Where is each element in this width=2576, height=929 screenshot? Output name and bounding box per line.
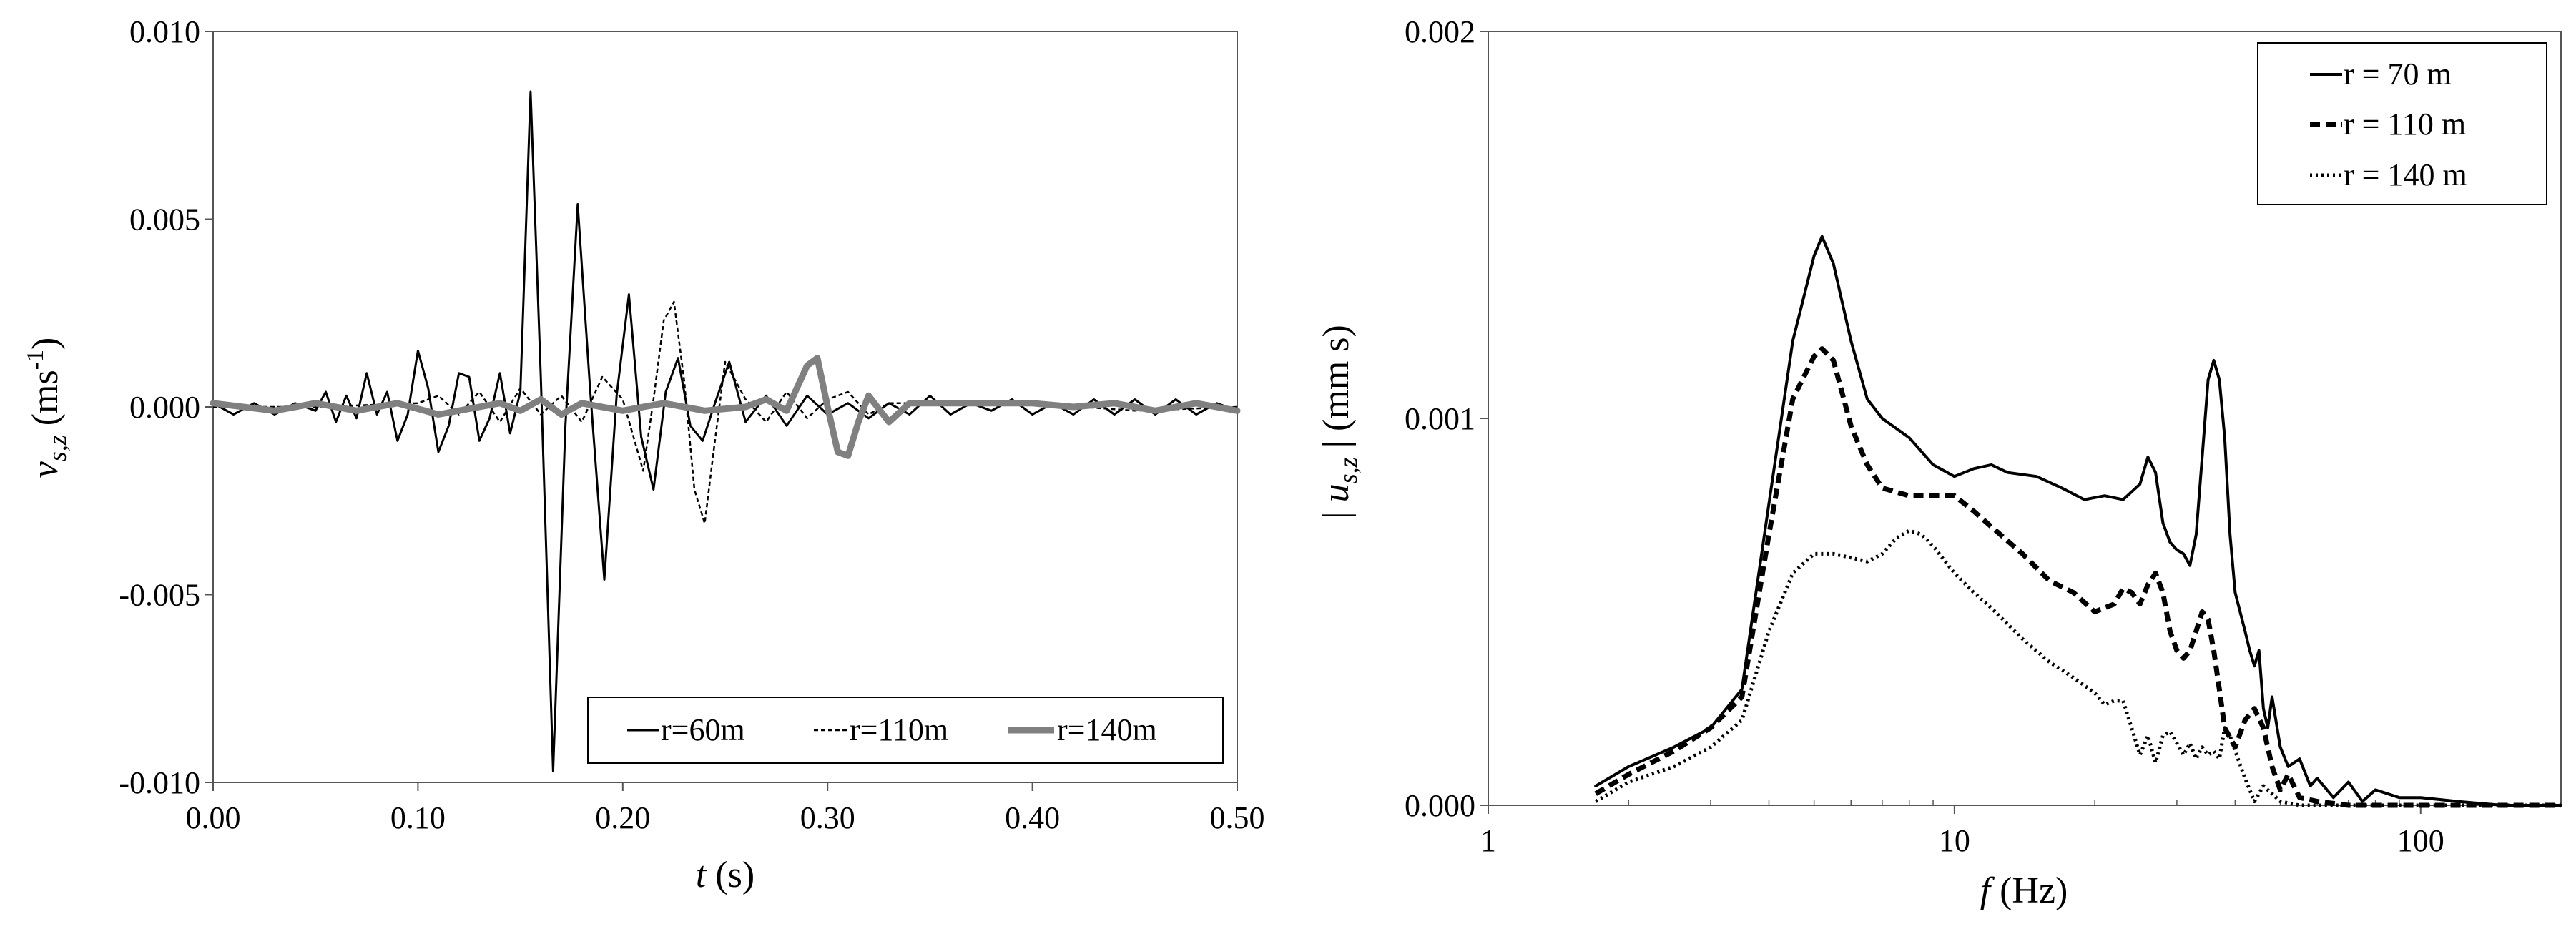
y-tick-label: -0.010: [119, 765, 200, 800]
y-tick-label: -0.005: [119, 578, 200, 613]
series-group: [1594, 235, 2562, 808]
time-history-chart: 0.00 0.10 0.20 0.30 0.40 0.50 -0.010 -0.005 0.0…: [22, 14, 1265, 895]
x-tick-label: 100: [2397, 823, 2444, 858]
y-tick-label: 0.002: [1405, 14, 1475, 49]
x-tick-label: 0.00: [186, 800, 241, 835]
y-axis-label: vs,z (ms-1): [22, 338, 72, 478]
x-axis-ticks: 0.00 0.10 0.20 0.30 0.40 0.50: [186, 782, 1265, 835]
series-line-r-60m: [212, 90, 1239, 772]
y-tick-label: 0.005: [129, 202, 200, 237]
y-tick-label: 0.000: [129, 390, 200, 425]
legend: r = 70 m r = 110 m r = 140 m: [2257, 42, 2547, 205]
series-line-r-110-m: [1594, 346, 2561, 808]
x-tick-label: 0.10: [390, 800, 446, 835]
y-tick-label: 0.000: [1405, 788, 1475, 823]
legend-box: [2257, 42, 2547, 205]
x-tick-label: 10: [1939, 823, 1970, 858]
x-axis-label: f (Hz): [1980, 870, 2068, 911]
legend-label-r110: r=110m: [850, 712, 948, 747]
legend-label-r110: r = 110 m: [2344, 107, 2466, 142]
spectrum-chart: 1 10 100 0.000 0.001 0.002 | us,z | (mm s) f…: [1316, 14, 2562, 911]
series-line-r-70-m: [1594, 235, 2562, 807]
x-axis-label: t (s): [696, 855, 754, 895]
y-tick-label: 0.001: [1405, 401, 1475, 436]
series-line-r-110m: [213, 300, 1238, 525]
y-axis-label: | us,z | (mm s): [1316, 325, 1362, 519]
legend-label-r140: r = 140 m: [2344, 157, 2467, 192]
legend-box: [587, 697, 1224, 764]
legend: r=60m r=110m r=140m: [587, 697, 1224, 764]
legend-label-r140: r=140m: [1057, 712, 1157, 747]
x-tick-label: 0.20: [595, 800, 650, 835]
series-line-r-140m: [210, 355, 1241, 459]
legend-label-r70: r = 70 m: [2344, 56, 2452, 92]
x-tick-label: 0.30: [800, 800, 855, 835]
legend-label-r60: r=60m: [661, 712, 745, 747]
x-tick-label: 1: [1480, 823, 1496, 858]
x-tick-label: 0.40: [1005, 800, 1060, 835]
series-group: [210, 90, 1241, 772]
y-axis-ticks: 0.000 0.001 0.002: [1405, 14, 1488, 823]
x-tick-label: 0.50: [1210, 800, 1265, 835]
x-axis-ticks: 1 10 100: [1480, 800, 2444, 858]
y-axis-ticks: -0.010 -0.005 0.000 0.005 0.010: [119, 14, 213, 800]
series-line-r-140-m: [1594, 529, 2561, 807]
y-tick-label: 0.010: [129, 14, 200, 49]
